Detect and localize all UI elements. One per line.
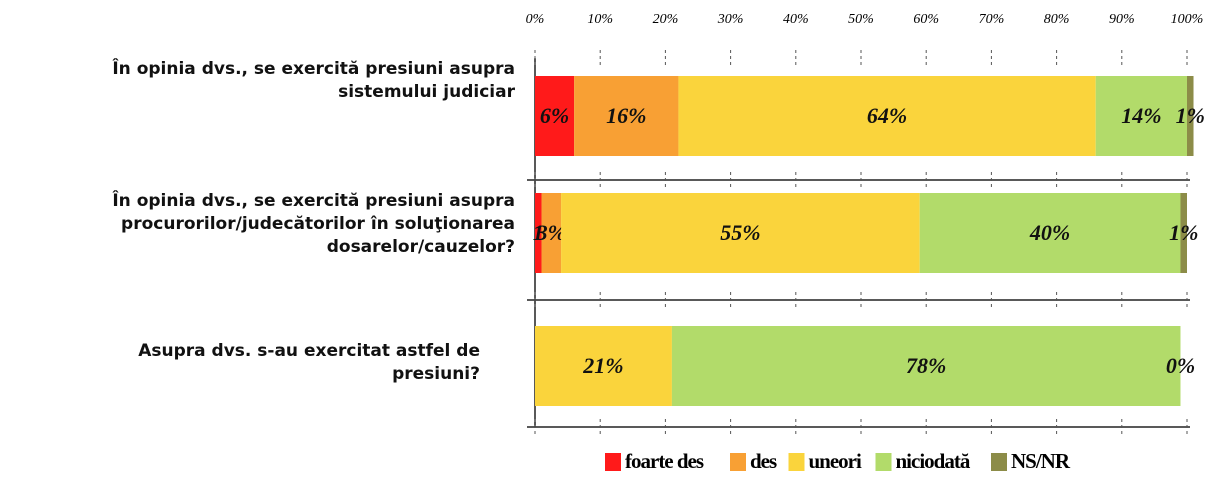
data-label: 1 [533, 220, 544, 245]
category-label: Asupra dvs. s-au exercitat astfel de pre… [138, 341, 480, 384]
data-label: 64% [867, 103, 907, 128]
category-label: În opinia dvs., se exercită presiuni asu… [112, 191, 515, 257]
x-tick-label: 50% [848, 12, 874, 27]
legend-swatch [605, 453, 621, 471]
legend-swatch [991, 453, 1007, 471]
bar-segment [1187, 76, 1194, 156]
x-tick-label: 0% [526, 12, 545, 27]
x-tick-label: 70% [979, 12, 1005, 27]
bar-segment [561, 193, 920, 273]
bar-segment [541, 193, 562, 273]
x-tick-label: 20% [653, 12, 679, 27]
bar-segment [574, 76, 679, 156]
data-label: 78% [906, 353, 946, 378]
x-tick-label: 100% [1171, 12, 1204, 27]
legend-swatch [730, 453, 746, 471]
legend-label: foarte des [625, 449, 704, 473]
legend-swatch [788, 453, 805, 471]
data-label: 55% [720, 220, 760, 245]
legend-label: NS/NR [1011, 449, 1071, 473]
bar-segment [678, 76, 1096, 156]
legend-label: uneori [809, 449, 863, 473]
bar-segment [919, 193, 1181, 273]
data-label: 3% [536, 220, 566, 245]
data-label: 21% [582, 353, 623, 378]
bar-segment [1180, 193, 1187, 273]
legend-label: des [750, 449, 777, 473]
x-tick-label: 60% [913, 12, 939, 27]
x-tick-label: 10% [587, 12, 613, 27]
data-label: 14% [1121, 103, 1161, 128]
bar-segment [1095, 76, 1187, 156]
legend-label: niciodată [896, 449, 971, 473]
data-label: 16% [606, 103, 646, 128]
data-label: 1% [1169, 220, 1198, 245]
x-tick-label: 40% [783, 12, 809, 27]
data-label: 1% [1176, 103, 1205, 128]
bar-segment [671, 326, 1181, 406]
x-tick-label: 80% [1044, 12, 1070, 27]
data-label: 6% [540, 103, 569, 128]
bar-segment [535, 193, 542, 273]
x-tick-label: 90% [1109, 12, 1135, 27]
legend-swatch [875, 453, 892, 471]
data-label: 40% [1029, 220, 1070, 245]
x-tick-label: 30% [717, 12, 744, 27]
bar-segment [535, 326, 672, 406]
data-label: 0% [1166, 353, 1195, 378]
category-label: În opinia dvs., se exercită presiuni asu… [112, 59, 515, 102]
bar-segment [535, 76, 575, 156]
